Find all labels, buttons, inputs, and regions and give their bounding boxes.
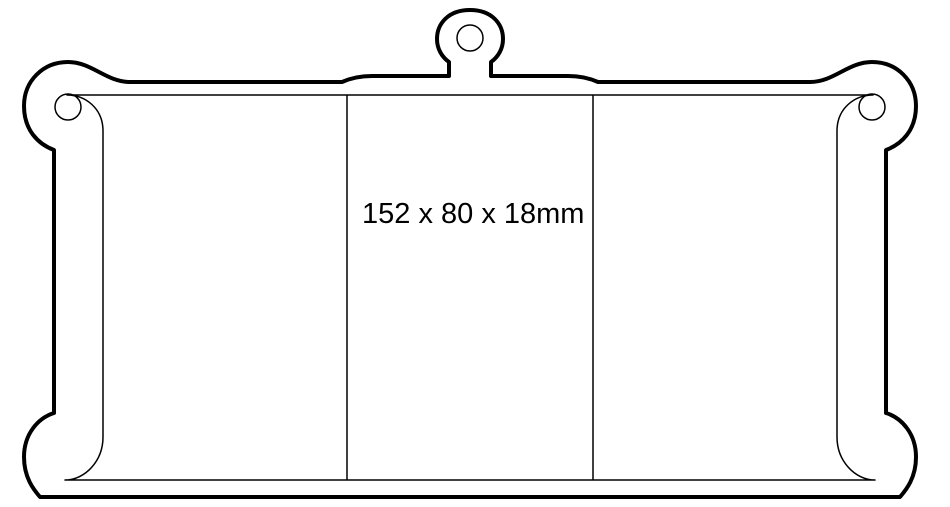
brake-pad-diagram: 152 x 80 x 18mm bbox=[0, 0, 950, 507]
right-mount-hole bbox=[859, 94, 885, 120]
left-mount-hole bbox=[55, 94, 81, 120]
pad-outer-outline bbox=[24, 10, 916, 497]
top-mount-hole bbox=[457, 25, 483, 51]
dimension-label: 152 x 80 x 18mm bbox=[362, 198, 584, 231]
pad-inner-outline bbox=[65, 95, 875, 480]
brake-pad-svg bbox=[0, 0, 950, 507]
